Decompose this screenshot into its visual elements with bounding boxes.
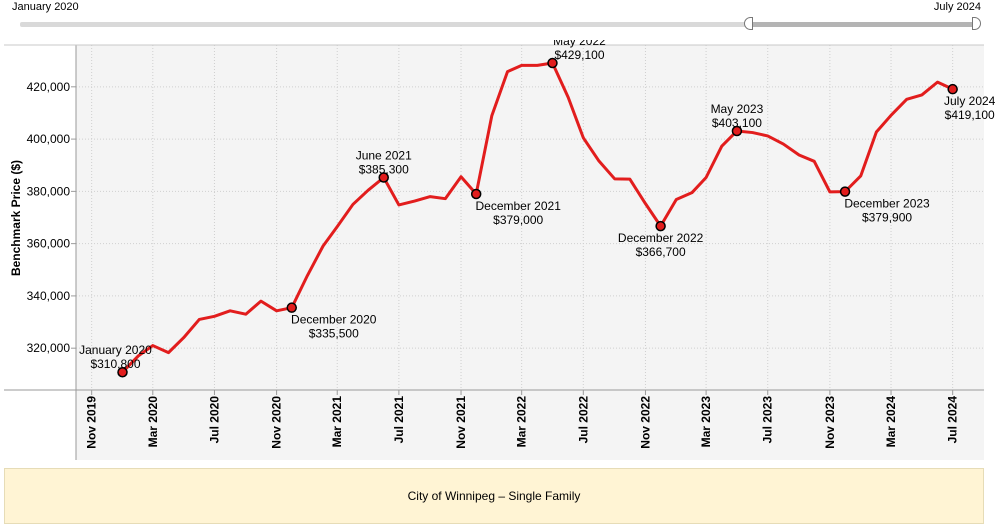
annotation-month: December 2023 — [844, 197, 930, 211]
x-tick-label: Jul 2022 — [576, 396, 590, 444]
annotation-price: $403,100 — [712, 116, 762, 130]
range-start-label: January 2020 — [12, 1, 79, 13]
x-tick-label: Jul 2021 — [392, 396, 406, 444]
annotation-price: $379,000 — [493, 213, 543, 227]
y-tick-label: 340,000 — [27, 289, 71, 303]
slider-end-handle[interactable] — [972, 17, 981, 30]
y-tick-label: 320,000 — [27, 341, 71, 355]
x-tick-label: Mar 2024 — [884, 396, 898, 448]
x-axis-ticks: Nov 2019 Mar 2020 Jul 2020 Nov 2020 Mar 2021… — [85, 390, 960, 449]
annotation-marker — [731, 125, 743, 137]
x-gridlines — [91, 45, 954, 390]
x-tick-label: Mar 2020 — [146, 396, 160, 448]
y-tick-label: 380,000 — [27, 184, 71, 198]
x-tick-label: Mar 2021 — [330, 396, 344, 448]
annotation-month: May 2023 — [711, 102, 764, 116]
footer-title: City of Winnipeg – Single Family — [407, 489, 581, 503]
x-tick-label: Nov 2020 — [270, 396, 284, 449]
annotation-marker — [655, 220, 666, 232]
y-tick-label: 420,000 — [27, 80, 71, 94]
annotation-month: May 2022 — [553, 40, 606, 48]
x-tick-label: Mar 2023 — [699, 396, 713, 448]
x-tick-label: Jul 2023 — [761, 396, 775, 444]
annotation-price: $379,900 — [862, 211, 912, 225]
annotations: January 2020$310,800 December 2020$335,50… — [79, 40, 996, 378]
y-axis-label: Benchmark Price ($) — [9, 160, 23, 276]
x-tick-label: Nov 2019 — [85, 396, 99, 449]
x-tick-label: Nov 2021 — [454, 396, 468, 449]
annotation-price: $335,500 — [309, 327, 359, 341]
y-tick-label: 400,000 — [27, 132, 71, 146]
annotation-marker — [470, 188, 482, 200]
annotation-marker — [286, 302, 298, 313]
annotation-marker — [117, 366, 128, 378]
annotation-month: June 2021 — [356, 149, 412, 163]
date-range-slider-track[interactable] — [20, 22, 978, 27]
annotation-price: $310,800 — [90, 357, 140, 371]
annotation-month: December 2022 — [618, 231, 704, 245]
y-axis-ticks: 320,000 340,000 360,000 380,000 400,000 420,0… — [27, 80, 76, 355]
annotation-marker — [378, 172, 389, 183]
annotation-price: $429,100 — [554, 48, 604, 62]
x-tick-label: Nov 2023 — [823, 396, 837, 449]
y-tick-label: 360,000 — [27, 237, 71, 251]
annotation-price: $366,700 — [636, 245, 686, 259]
annotation-marker — [947, 83, 958, 95]
footer-panel: City of Winnipeg – Single Family — [4, 468, 984, 524]
x-tick-label: Jul 2024 — [946, 396, 960, 444]
x-tick-label: Jul 2020 — [207, 396, 221, 444]
benchmark-price-chart: 320,000 340,000 360,000 380,000 400,000 420,0… — [4, 40, 996, 460]
annotation-month: December 2021 — [475, 199, 561, 213]
annotation-month: January 2020 — [79, 343, 152, 357]
annotation-marker — [547, 57, 558, 69]
annotation-month: December 2020 — [291, 313, 377, 327]
annotation-price: $385,300 — [359, 163, 409, 177]
range-end-label: July 2024 — [933, 1, 981, 13]
date-range-slider-selection[interactable] — [748, 22, 976, 27]
annotation-marker — [839, 186, 851, 197]
plot-background — [76, 45, 984, 390]
benchmark-price-line — [121, 61, 954, 374]
axis-area-background — [76, 390, 984, 460]
x-tick-label: Mar 2022 — [515, 396, 529, 448]
slider-start-handle[interactable] — [744, 17, 753, 30]
annotation-month: July 2024 — [944, 94, 996, 108]
annotation-price: $419,100 — [945, 108, 995, 122]
x-tick-label: Nov 2022 — [638, 396, 652, 449]
